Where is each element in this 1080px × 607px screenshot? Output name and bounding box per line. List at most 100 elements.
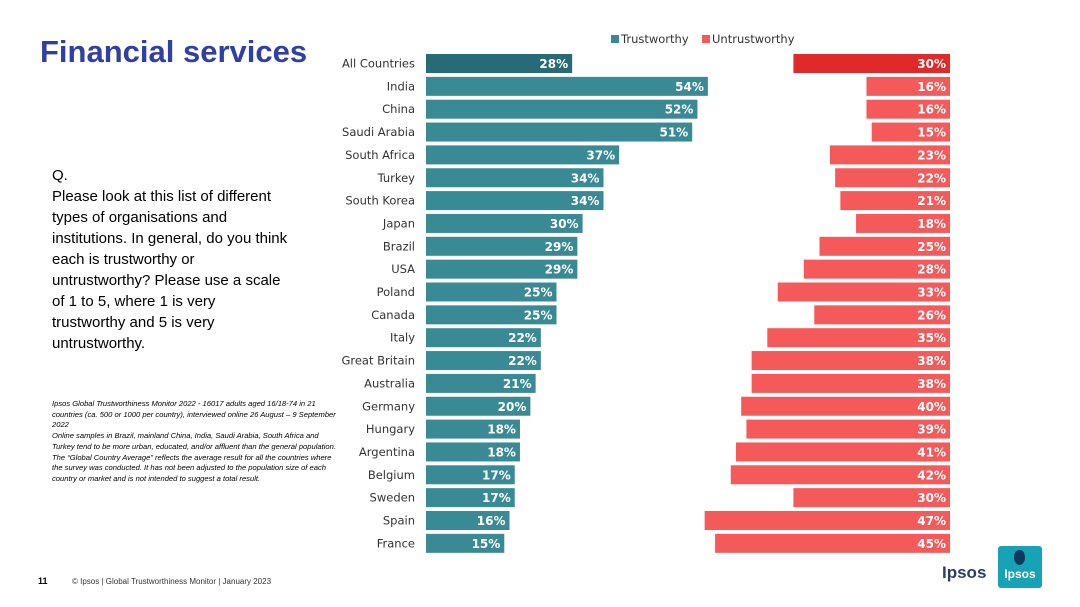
category-label-south-korea: South Korea — [345, 194, 415, 208]
trust-bar-brazil — [426, 236, 578, 256]
trust-value-all-countries: 28% — [539, 57, 568, 71]
trust-bar-great-britain — [426, 351, 541, 371]
untrust-bar-usa — [803, 259, 950, 279]
untrust-bar-argentina — [735, 442, 950, 462]
untrust-bar-sweden — [793, 488, 950, 508]
trust-bar-south-africa — [426, 145, 620, 165]
trust-value-france: 15% — [472, 537, 501, 551]
untrust-value-canada: 26% — [917, 308, 946, 322]
note-sample: Ipsos Global Trustworthiness Monitor 202… — [52, 399, 336, 430]
methodology-notes: Ipsos Global Trustworthiness Monitor 202… — [52, 399, 342, 485]
untrust-value-argentina: 41% — [917, 445, 946, 459]
category-label-australia: Australia — [364, 376, 415, 390]
untrust-value-china: 16% — [917, 103, 946, 117]
trust-value-south-korea: 34% — [571, 194, 600, 208]
trust-value-sweden: 17% — [482, 491, 511, 505]
category-label-argentina: Argentina — [359, 445, 415, 459]
category-label-saudi-arabia: Saudi Arabia — [342, 125, 415, 139]
untrust-value-australia: 38% — [917, 377, 946, 391]
question-block: Q. Please look at this list of different… — [52, 165, 292, 354]
trust-value-india: 54% — [675, 80, 704, 94]
category-label-canada: Canada — [371, 308, 415, 322]
untrust-value-germany: 40% — [917, 400, 946, 414]
trust-bar-australia — [426, 373, 536, 393]
untrust-value-all-countries: 30% — [917, 57, 946, 71]
untrust-bar-poland — [777, 282, 950, 302]
trust-value-usa: 29% — [545, 263, 574, 277]
untrust-bar-great-britain — [751, 351, 950, 371]
legend-swatch-untrustworthy — [702, 35, 710, 43]
untrust-value-south-korea: 21% — [917, 194, 946, 208]
untrust-bar-hungary — [746, 419, 950, 439]
trust-bar-turkey — [426, 168, 604, 188]
trust-value-japan: 30% — [550, 217, 579, 231]
question-text: Please look at this list of different ty… — [52, 188, 288, 352]
trust-bar-germany — [426, 396, 531, 416]
legend-label-trustworthy: Trustworthy — [620, 32, 689, 46]
trust-bar-china — [426, 99, 698, 119]
legend-label-untrustworthy: Untrustworthy — [712, 32, 795, 46]
untrust-value-italy: 35% — [917, 331, 946, 345]
untrust-value-france: 45% — [917, 537, 946, 551]
untrust-value-india: 16% — [917, 80, 946, 94]
untrust-bar-australia — [751, 373, 950, 393]
untrust-value-poland: 33% — [917, 286, 946, 300]
untrust-bar-all-countries — [793, 54, 950, 73]
category-label-china: China — [382, 102, 415, 116]
category-label-brazil: Brazil — [383, 239, 415, 253]
category-label-germany: Germany — [362, 399, 415, 413]
trust-bar-south-korea — [426, 191, 604, 211]
trust-bar-japan — [426, 213, 583, 233]
untrust-value-spain: 47% — [917, 514, 946, 528]
category-label-belgium: Belgium — [368, 468, 415, 482]
trust-value-south-africa: 37% — [586, 148, 615, 162]
untrust-bar-italy — [767, 328, 950, 348]
untrust-value-brazil: 25% — [917, 240, 946, 254]
trust-value-great-britain: 22% — [508, 354, 537, 368]
ipsos-wordmark: Ipsos — [942, 563, 987, 582]
trust-value-saudi-arabia: 51% — [659, 126, 688, 140]
trust-bar-belgium — [426, 465, 515, 485]
note-online-samples: Online samples in Brazil, mainland China… — [52, 431, 336, 451]
trust-value-brazil: 29% — [545, 240, 574, 254]
untrust-bar-turkey — [835, 168, 950, 188]
untrust-bar-south-korea — [840, 191, 950, 211]
question-label: Q. — [52, 167, 68, 184]
note-country-average: The “Global Country Average” reflects th… — [52, 452, 332, 483]
trust-bar-italy — [426, 328, 541, 348]
category-label-south-africa: South Africa — [345, 148, 415, 162]
trust-bar-argentina — [426, 442, 520, 462]
trust-value-argentina: 18% — [487, 445, 516, 459]
untrust-bar-china — [866, 99, 950, 119]
trust-bar-spain — [426, 511, 510, 530]
trust-value-hungary: 18% — [487, 423, 516, 437]
footer-source: © Ipsos | Global Trustworthiness Monitor… — [72, 577, 272, 586]
untrust-value-usa: 28% — [917, 263, 946, 277]
category-label-hungary: Hungary — [366, 422, 415, 436]
untrust-bar-south-africa — [829, 145, 950, 165]
untrust-bar-brazil — [819, 236, 950, 256]
trust-bar-poland — [426, 282, 557, 302]
trust-bar-india — [426, 76, 708, 96]
trust-bar-hungary — [426, 419, 520, 439]
category-label-japan: Japan — [382, 216, 415, 230]
untrust-bar-germany — [741, 396, 950, 416]
trust-bar-usa — [426, 259, 578, 279]
trust-value-belgium: 17% — [482, 468, 511, 482]
untrust-bar-canada — [814, 305, 950, 325]
ipsos-logo-text: Ipsos — [1004, 567, 1036, 581]
untrust-value-south-africa: 23% — [917, 148, 946, 162]
category-label-great-britain: Great Britain — [341, 354, 415, 368]
category-label-turkey: Turkey — [377, 171, 416, 185]
category-label-spain: Spain — [383, 514, 415, 528]
untrust-value-japan: 18% — [917, 217, 946, 231]
trust-bar-canada — [426, 305, 557, 325]
trust-value-australia: 21% — [503, 377, 532, 391]
category-label-france: France — [377, 536, 415, 550]
untrust-value-great-britain: 38% — [917, 354, 946, 368]
category-label-india: India — [387, 79, 415, 93]
untrust-bar-spain — [704, 511, 950, 530]
ipsos-logo-mark — [1014, 550, 1025, 565]
ipsos-logo: Ipsos — [998, 546, 1042, 588]
